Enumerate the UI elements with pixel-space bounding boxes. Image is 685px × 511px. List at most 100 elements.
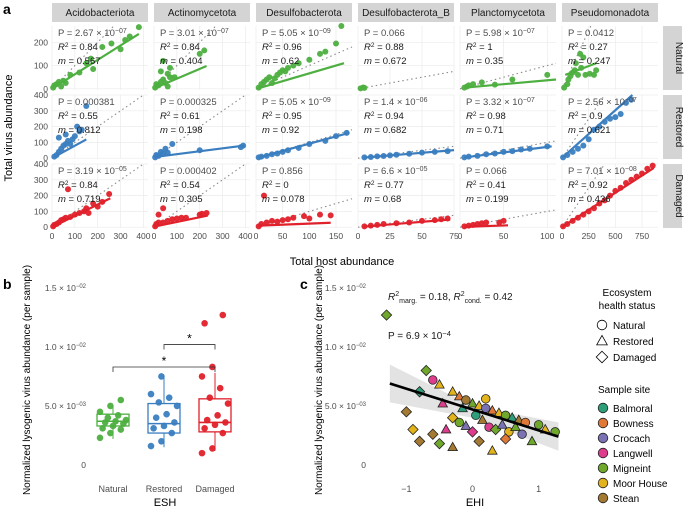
stat-slope: m = 0.198 [160,125,203,136]
data-point [99,43,106,50]
data-point [106,191,113,198]
data-point [85,209,92,216]
data-point [169,140,176,147]
stat-r-squared: R2 = 0.92 [568,180,608,191]
stat-r-squared: R2 = 0.41 [466,180,506,191]
legend-site-swatch [597,402,609,414]
legend-marker-circle [596,319,608,331]
data-point [478,79,485,86]
regression-line [55,32,140,87]
stat-slope: m = 0.812 [58,125,101,136]
data-point [269,217,275,224]
legend-site-swatch [597,462,609,474]
data-point [575,145,581,152]
data-point [306,215,313,222]
legend-marker-diamond [595,350,609,364]
stat-slope: m = 0.078 [262,194,305,205]
data-point [279,217,286,224]
regression-line [562,94,634,158]
stat-r-squared: R2 = 0.77 [364,180,404,191]
legend-site-label: Langwell [613,449,652,460]
x-tick-label: Restored [146,484,183,494]
data-point [612,114,619,121]
data-point [155,399,163,406]
identity-line [561,94,606,159]
data-point [171,419,178,426]
data-point [158,373,165,380]
data-point [83,60,90,67]
data-point [261,192,267,199]
stat-p-value: P = 1.4 × 10−06 [364,97,428,108]
data-point [564,81,571,88]
stat-r-squared: R2 = 0.9 [568,111,603,122]
stat-slope: m = 0.305 [160,194,203,205]
legend-site-label: Migneint [613,464,651,475]
box-body [147,402,181,434]
x-tick-label: 0 [152,231,157,241]
x-tick-label: 75 [449,231,459,241]
x-tick-label: 300 [113,231,127,241]
x-tick-label: 0 [560,231,565,241]
legend-status-label: Damaged [613,353,656,364]
data-point [71,133,78,140]
data-point [99,425,106,432]
identity-line [255,198,353,228]
stat-p-value: P = 7.01 × 10−08 [568,166,637,177]
data-point [96,434,104,442]
significance-bracket [112,366,216,372]
data-point [593,67,600,74]
x-tick-label: 0 [254,231,259,241]
facet-panel: P = 3.19 × 10−05 R2 = 0.84 m = 0.719 [50,163,148,230]
stat-p-value: P = 3.19 × 10−05 [58,166,127,177]
identity-line [459,62,557,90]
panel-c-x-axis-title: EHI [466,497,484,509]
data-point [440,423,452,434]
panel-label-a: a [3,1,11,17]
panel-c-scatter: 0 5.0 × 10−03 1.0 × 10−02 1.5 × 10−02 −1 0 1 R2… [325,283,560,494]
data-point [150,425,157,432]
stat-slope: m = 0.682 [364,125,407,136]
y-tick-label: 1.0 × 10−02 [325,342,367,352]
data-point [301,213,307,220]
data-point [580,142,587,149]
stat-r-squared: R2 = 0.84 [160,42,200,53]
regression-line [564,62,597,76]
data-point [198,373,206,380]
data-point [165,394,173,401]
legend-site-swatch [597,492,609,504]
stat-r-squared: R2 = 0.98 [466,111,506,122]
regression-line [154,65,208,89]
data-point [483,219,490,226]
x-tick-label: 500 [608,231,622,241]
data-point [112,417,119,425]
data-point [434,378,445,389]
data-point [400,406,413,418]
legend-site-swatch [597,417,609,429]
facet-panel: P = 0.000402 R2 = 0.54 m = 0.305 [152,163,250,230]
data-point [317,50,323,57]
facet-panel: P = 3.01 × 10−07 R2 = 0.84 m = 0.404 [152,25,250,91]
facet-panel: P = 3.32 × 10−07 R2 = 0.98 m = 0.71 [459,94,557,161]
stat-slope: m = 0.247 [568,56,611,67]
legend-site-swatch [597,447,609,459]
panel-b-boxplot: 0 5.0 × 10−03 1.0 × 10−02 1.5 × 10−02 Natura… [45,283,235,494]
data-point [67,140,74,147]
x-tick-label: 200 [193,231,207,241]
data-point [160,422,168,430]
data-point [271,75,278,82]
stat-slope: m = 0.567 [58,56,101,67]
stat-p-value: P = 0.0412 [568,28,614,39]
regression-line [258,62,345,90]
stat-p-value: P = 0.000325 [160,97,217,108]
facet-strip-row [663,164,682,228]
legend-title: Ecosystem [603,288,652,299]
x-tick-label: 0 [50,231,55,241]
data-point [164,70,171,77]
facet-strip-column [562,3,658,22]
x-tick-label: 100 [540,231,554,241]
facet-panel: P = 5.05 × 10−09 R2 = 0.95 m = 0.92 [255,94,353,161]
stat-r-squared: R2 = 1 [466,42,493,53]
stat-r-squared: R2 = 0.84 [58,180,98,191]
facet-panel: P = 6.6 × 10−05 R2 = 0.77 m = 0.68 [357,163,455,230]
